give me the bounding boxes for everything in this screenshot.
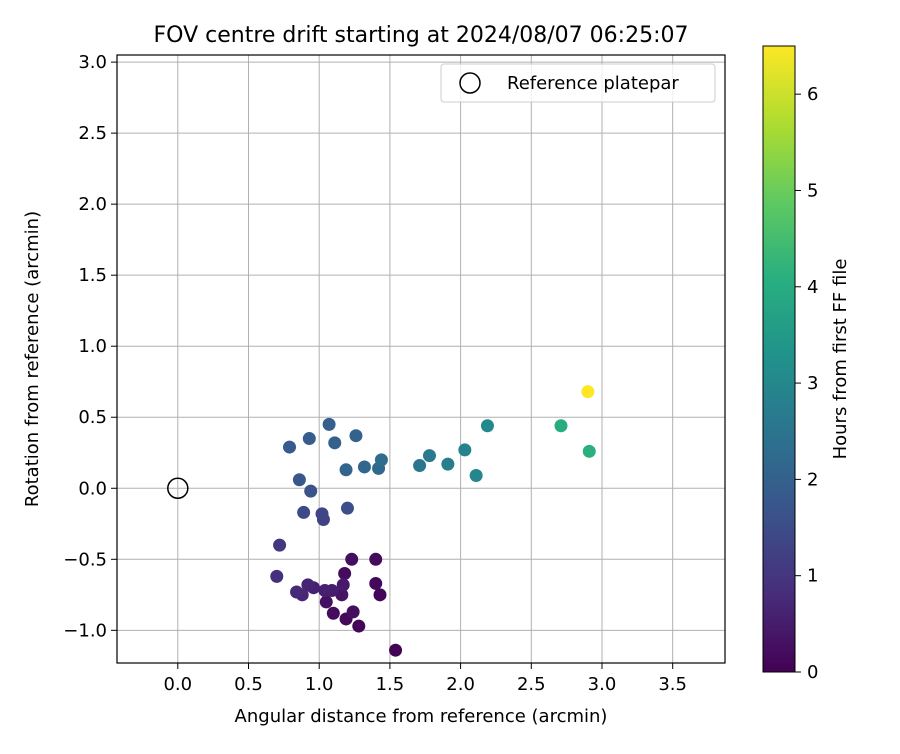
chart-title: FOV centre drift starting at 2024/08/07 … [154,23,689,48]
data-points [270,385,596,657]
data-point [328,436,342,450]
x-axis-ticks: 0.0 0.5 1.0 1.5 2.0 2.5 3.0 3.5 [163,663,687,695]
data-point [273,538,287,552]
y-tick-label: 2.0 [78,194,107,215]
data-point [582,444,596,458]
data-point [270,569,284,583]
x-tick-label: 3.0 [588,674,617,695]
colorbar-tick-label: 0 [807,662,818,683]
data-point [322,417,336,431]
x-tick-label: 0.0 [163,674,192,695]
data-point [297,505,311,519]
data-point [373,588,387,602]
colorbar-gradient [762,45,796,673]
data-point [441,457,455,471]
colorbar-tick-label: 3 [807,373,818,394]
data-point [357,460,371,474]
data-point [301,578,315,592]
colorbar-ticks: 0 1 2 3 4 5 6 [795,84,818,683]
x-tick-label: 0.5 [234,674,263,695]
legend-box [440,63,716,103]
x-tick-label: 3.5 [658,674,687,695]
data-point [389,643,403,657]
data-point [345,552,359,566]
data-point [554,419,568,433]
x-tick-label: 1.0 [305,674,334,695]
data-point [374,453,388,467]
x-tick-label: 2.5 [517,674,546,695]
y-tick-label: −0.5 [63,549,107,570]
data-point [369,576,383,590]
legend-entry-label: Reference platepar [507,73,679,94]
data-point [349,429,363,443]
data-point [283,440,297,454]
data-point [326,606,340,620]
data-point [335,588,349,602]
data-point [292,473,306,487]
reference-point-marker [167,477,189,500]
plot-frame [116,54,726,664]
y-axis-ticks: −1.0 −0.5 0.0 0.5 1.0 1.5 2.0 2.5 3.0 [63,52,117,641]
data-point [469,468,483,482]
y-tick-label: 3.0 [78,52,107,73]
data-point [413,459,427,473]
data-point [302,432,316,446]
data-point [339,463,353,477]
colorbar: 0 1 2 3 4 5 6 Hours from first FF file [762,45,851,683]
reference-marker [167,477,189,500]
colorbar-tick-label: 5 [807,180,818,201]
colorbar-tick-label: 4 [807,277,818,298]
data-point [340,501,354,515]
x-tick-label: 1.5 [376,674,405,695]
colorbar-label: Hours from first FF file [830,259,851,460]
data-point [422,449,436,463]
x-axis-label: Angular distance from reference (arcmin) [235,706,608,727]
data-point [315,507,329,521]
legend: Reference platepar [440,63,716,103]
data-point [458,443,472,457]
y-tick-label: 0.5 [78,407,107,428]
colorbar-tick-label: 1 [807,566,818,587]
legend-reference-marker [459,72,481,94]
data-point [346,605,360,619]
data-point [290,585,304,599]
data-point [319,595,333,609]
y-tick-label: 1.0 [78,336,107,357]
y-tick-label: −1.0 [63,620,107,641]
grid-lines [117,55,725,663]
data-point [338,567,352,581]
data-point [304,484,318,498]
y-tick-label: 0.0 [78,478,107,499]
colorbar-tick-label: 6 [807,84,818,105]
data-point [352,619,366,633]
y-tick-label: 1.5 [78,265,107,286]
data-point [369,552,383,566]
y-tick-label: 2.5 [78,123,107,144]
data-point [336,578,350,592]
data-point [318,584,332,598]
data-point [480,419,494,433]
data-point [581,385,595,399]
y-axis-label: Rotation from reference (arcmin) [22,211,43,507]
x-tick-label: 2.0 [446,674,475,695]
colorbar-tick-label: 2 [807,469,818,490]
